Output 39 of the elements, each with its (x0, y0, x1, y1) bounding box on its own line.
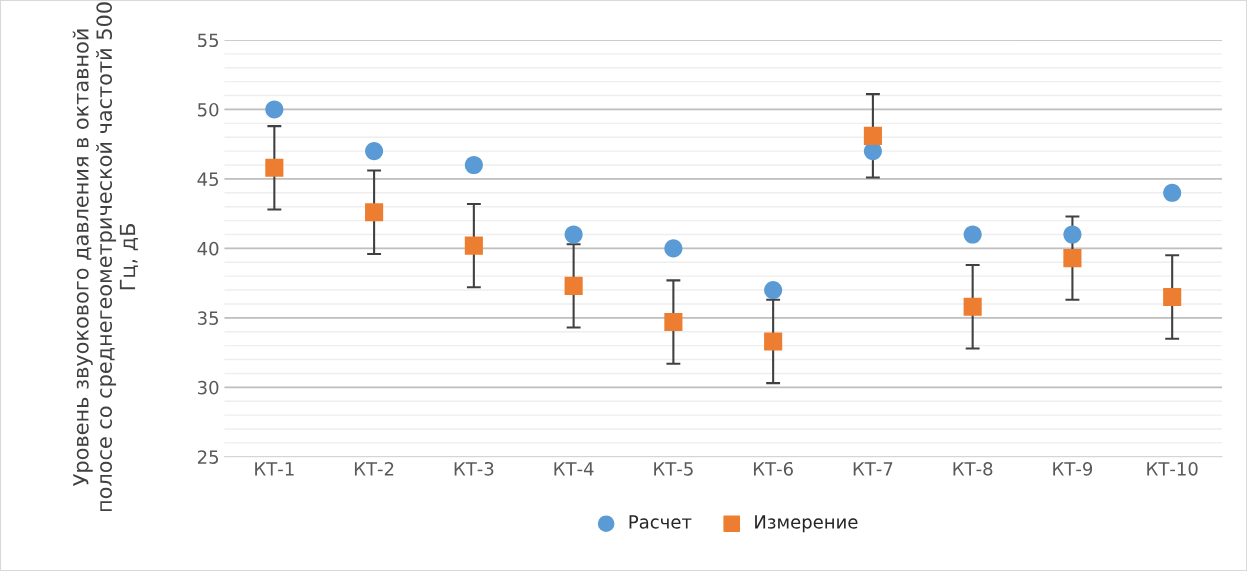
x-tick-label: КТ-4 (554, 462, 594, 476)
point (863, 126, 882, 145)
x-tick-label: КТ-3 (454, 461, 494, 476)
y-tick-label: 45 (197, 172, 219, 187)
point (464, 236, 483, 255)
point (265, 158, 284, 177)
point (564, 276, 583, 295)
y-tick-label: 40 (197, 241, 219, 256)
point (963, 225, 982, 244)
x-tick-label: КТ-8 (953, 461, 993, 476)
legend-label: Расчет (629, 515, 692, 529)
point (1163, 287, 1182, 307)
x-tick-label: КТ-9 (1053, 461, 1093, 476)
y-tick-label: 55 (198, 33, 219, 48)
x-tick-label: КТ-2 (354, 461, 394, 476)
y-tick-label: 30 (198, 380, 219, 395)
x-tick-label: КТ-10 (1147, 461, 1198, 476)
y-tick-label: 35 (198, 311, 219, 325)
point (365, 203, 384, 222)
x-tick-label: КТ-5 (654, 462, 693, 476)
y-tick-label: 50 (198, 102, 219, 117)
point (265, 100, 284, 119)
x-tick-label: КТ-7 (853, 462, 893, 476)
x-tick-label: КТ-6 (753, 461, 793, 476)
point (664, 239, 683, 258)
point (764, 332, 783, 351)
point (564, 225, 583, 244)
point (963, 297, 982, 316)
point (664, 312, 683, 332)
y-tick-label: 25 (197, 450, 219, 464)
point (1163, 183, 1182, 202)
x-tick-label: КТ-1 (255, 462, 294, 476)
y-axis-title: Уровень звуокового давления в октавной полосе со среднегеометрической частотй 500 Гц, дБ (72, 2, 138, 512)
point (365, 142, 384, 161)
legend-label: Измерение (755, 515, 858, 533)
point (464, 155, 483, 175)
point (764, 281, 783, 300)
point (1063, 249, 1082, 268)
point (1063, 225, 1082, 244)
